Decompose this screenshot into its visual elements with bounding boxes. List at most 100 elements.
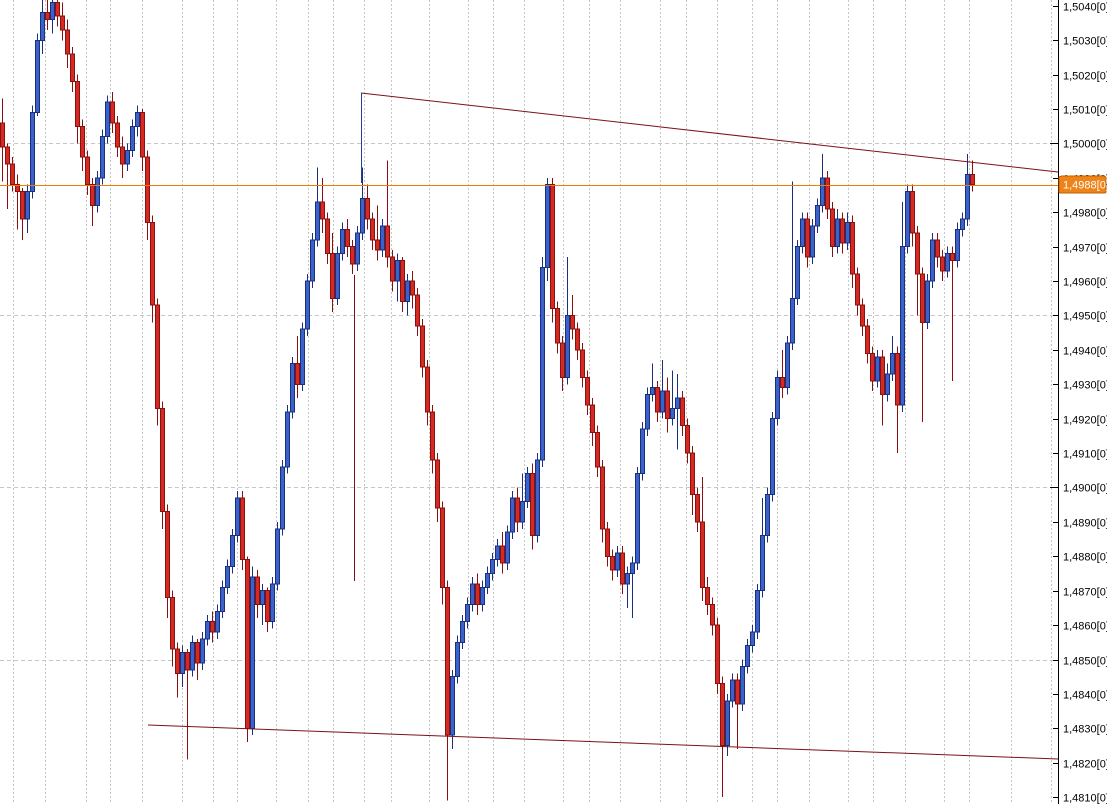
candle-body <box>965 173 970 220</box>
lower-descending-trendline[interactable] <box>147 724 1059 760</box>
candle-up <box>885 363 890 402</box>
candle-up <box>835 208 840 254</box>
candle-body <box>460 621 465 643</box>
candle-body <box>595 431 600 468</box>
candle-body <box>755 590 760 633</box>
candle-up <box>730 673 735 708</box>
candle-body <box>805 218 810 258</box>
candle-down <box>720 676 725 798</box>
candle-up <box>745 638 750 674</box>
price-axis-label: 1,4830[0] <box>1063 724 1107 736</box>
candle-body <box>320 201 325 220</box>
candle-body <box>970 173 975 186</box>
candle-down <box>680 391 685 436</box>
candle-down <box>880 349 885 426</box>
candle-down <box>705 576 710 615</box>
candle-body <box>20 191 25 220</box>
candle-down <box>425 360 430 426</box>
candle-up <box>955 222 960 268</box>
candle-down <box>175 642 180 698</box>
candle-body <box>475 583 480 605</box>
candle-down <box>155 298 160 426</box>
candle-body <box>580 349 585 378</box>
candle-down <box>430 404 435 474</box>
candle-body <box>455 641 460 678</box>
candle-up <box>505 525 510 571</box>
candle-body <box>230 535 235 568</box>
candle-body <box>240 497 245 561</box>
candle-body <box>75 81 80 127</box>
candle-up <box>650 363 655 402</box>
candle-body <box>765 493 770 537</box>
candle-down <box>420 318 425 378</box>
candle-up <box>675 373 680 450</box>
candle-down <box>595 425 600 478</box>
candle-up <box>125 143 130 171</box>
candle-down <box>195 638 200 681</box>
candle-down <box>115 115 120 158</box>
candle-down <box>860 298 865 337</box>
candle-body <box>870 352 875 382</box>
candle-body <box>270 583 275 623</box>
candle-up <box>890 336 895 381</box>
candle-up <box>645 387 650 436</box>
candle-body <box>925 280 930 323</box>
price-axis-label: 1,4950[0] <box>1063 311 1107 323</box>
candle-body <box>710 603 715 626</box>
candle-up <box>770 411 775 502</box>
price-axis-label: 1,5030[0] <box>1063 36 1107 48</box>
current-price-tag-box <box>1058 175 1107 194</box>
candle-body <box>205 621 210 640</box>
candle-up <box>200 631 205 670</box>
candle-body <box>465 603 470 623</box>
candle-body <box>435 459 440 509</box>
candle-up <box>40 0 45 55</box>
candle-up <box>820 153 825 213</box>
candle-body <box>400 259 405 303</box>
candle-down <box>695 487 700 533</box>
candle-body <box>70 53 75 83</box>
candle-body <box>620 552 625 585</box>
candle-body <box>575 328 580 351</box>
candle-body <box>770 418 775 495</box>
candle-body <box>565 314 570 378</box>
candle-up <box>380 219 385 257</box>
candle-up <box>740 659 745 712</box>
candle-up <box>760 497 765 598</box>
price-axis-label: 1,5010[0] <box>1063 105 1107 117</box>
candle-up <box>215 604 220 639</box>
candle-up <box>355 226 360 271</box>
candle-down <box>120 136 125 178</box>
price-axis-label: 1,4840[0] <box>1063 690 1107 702</box>
candle-body <box>160 407 165 513</box>
candle-body <box>110 101 115 124</box>
candle-body <box>105 101 110 138</box>
candle-down <box>5 143 10 209</box>
candle-up <box>485 566 490 595</box>
price-axis-label: 1,5020[0] <box>1063 71 1107 83</box>
candle-down <box>715 618 720 694</box>
candle-body <box>125 149 130 165</box>
candle-down <box>935 232 940 268</box>
candle-up <box>790 181 795 350</box>
candle-down <box>840 212 845 254</box>
candle-up <box>480 580 485 612</box>
price-axis-label: 1,4900[0] <box>1063 483 1107 495</box>
candle-down <box>940 250 945 282</box>
candle-up <box>775 370 780 426</box>
candle-body <box>830 208 835 248</box>
candle-body <box>865 325 870 354</box>
candle-body <box>190 641 195 671</box>
candle-down <box>825 170 830 220</box>
candle-down <box>0 98 5 182</box>
candle-body <box>470 583 475 605</box>
candle-body <box>540 266 545 461</box>
upper-descending-trendline[interactable] <box>360 92 1059 173</box>
candle-body <box>210 621 215 633</box>
candle-body <box>165 511 170 599</box>
candle-body <box>180 652 185 674</box>
candle-body <box>780 376 785 389</box>
price-axis-label: 1,5000[0] <box>1063 139 1107 151</box>
